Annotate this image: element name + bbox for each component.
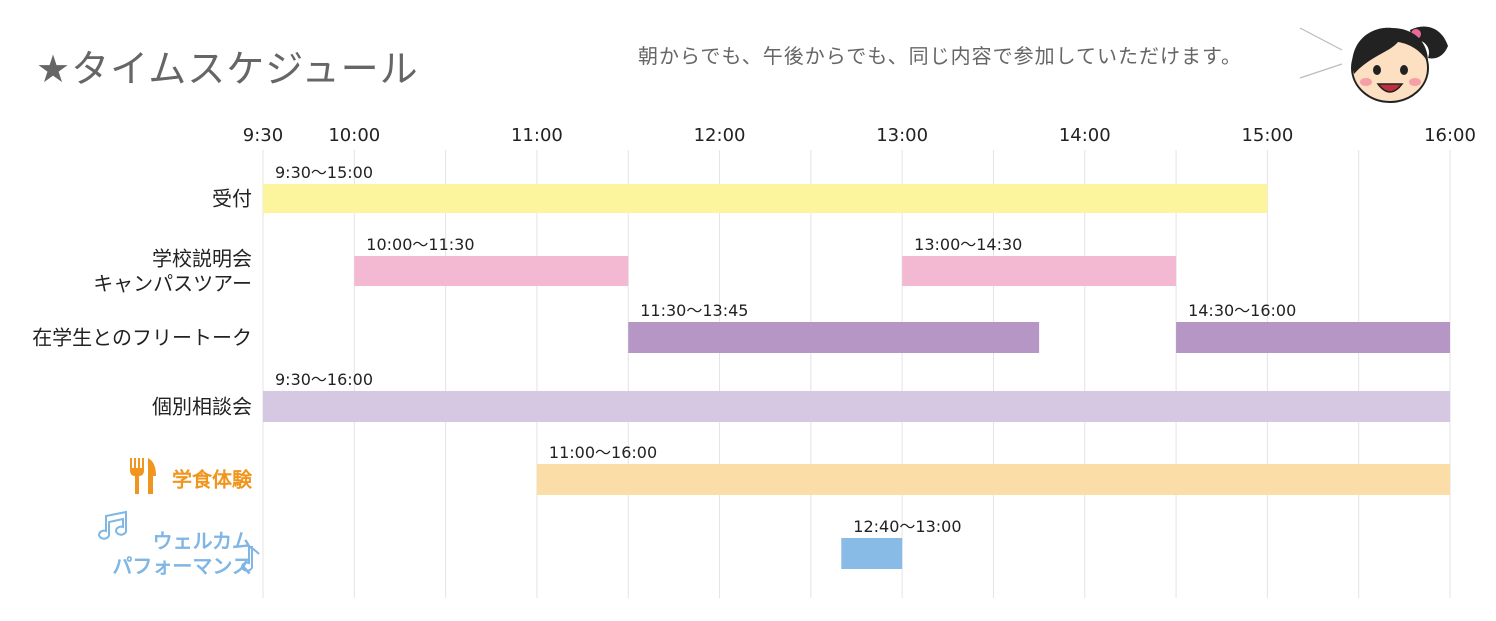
x-tick-label: 13:00 <box>876 125 928 146</box>
bar-reception <box>263 184 1268 213</box>
knife-shape <box>148 458 156 494</box>
music-note-icon <box>241 544 260 572</box>
bar-info-session <box>902 256 1177 286</box>
bar-label: 11:30〜13:45 <box>640 301 748 320</box>
row-label-welcome-performance: ウェルカム <box>153 529 252 553</box>
bar-cafeteria <box>536 464 1450 495</box>
bar-label: 9:30〜15:00 <box>275 163 373 182</box>
speech-text: 朝からでも、午後からでも、同じ内容で参加していただけます。 <box>638 44 1242 68</box>
bar-free-talk <box>628 322 1040 353</box>
row-label-cafeteria: 学食体験 <box>172 468 253 492</box>
bar-label: 10:00〜11:30 <box>366 235 474 254</box>
bar-label: 11:00〜16:00 <box>549 443 657 462</box>
fork-knife-icon <box>130 458 156 494</box>
row-label-reception: 受付 <box>212 187 252 211</box>
smiling-girl-face-icon <box>1351 26 1448 103</box>
bar-label: 14:30〜16:00 <box>1188 301 1296 320</box>
bar-label: 9:30〜16:00 <box>275 370 373 389</box>
speech-lines <box>1299 27 1343 79</box>
x-tick-label: 14:00 <box>1059 125 1111 146</box>
bar-consultation <box>263 391 1450 422</box>
x-tick-label: 9:30 <box>243 125 283 146</box>
fork-shape <box>130 458 144 494</box>
bar-label: 13:00〜14:30 <box>914 235 1022 254</box>
row-label-welcome-performance: パフォーマンス <box>112 554 252 578</box>
bar-label: 12:40〜13:00 <box>853 517 961 536</box>
row-label-consultation: 個別相談会 <box>152 395 252 419</box>
bar-free-talk <box>1176 322 1450 353</box>
note-shape <box>98 510 128 540</box>
note-shape <box>241 544 260 572</box>
x-tick-label: 12:00 <box>694 125 746 146</box>
music-note-icon <box>98 510 128 540</box>
bar-welcome-performance <box>841 538 903 569</box>
x-tick-label: 15:00 <box>1241 125 1293 146</box>
row-label-free-talk: 在学生とのフリートーク <box>32 326 252 350</box>
x-tick-label: 16:00 <box>1424 125 1476 146</box>
row-label-info-session: キャンパスツアー <box>93 272 252 296</box>
row-label-info-session: 学校説明会 <box>152 247 252 271</box>
bar-info-session <box>354 256 629 286</box>
page-title: ★タイムスケジュール <box>36 47 419 91</box>
x-tick-label: 11:00 <box>511 125 563 146</box>
x-tick-label: 10:00 <box>328 125 380 146</box>
